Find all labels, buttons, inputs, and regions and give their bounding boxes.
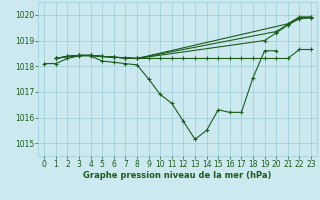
X-axis label: Graphe pression niveau de la mer (hPa): Graphe pression niveau de la mer (hPa): [84, 171, 272, 180]
